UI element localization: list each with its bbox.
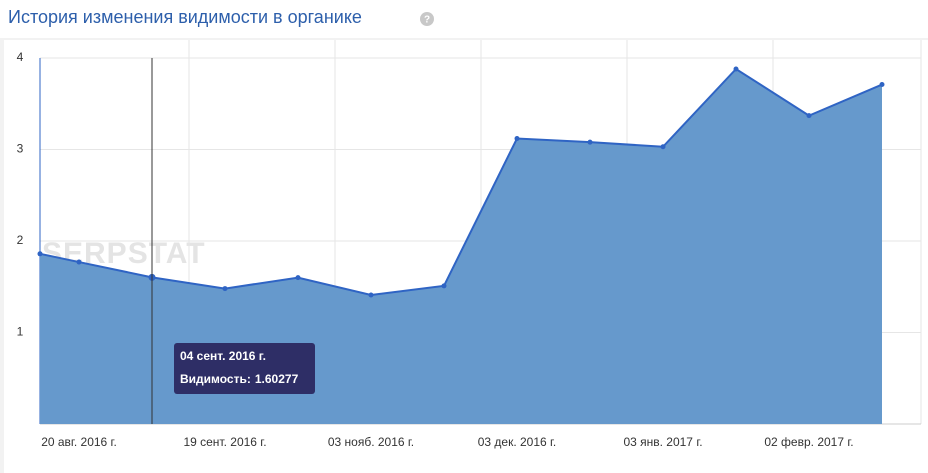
x-tick-label: 03 янв. 2017 г. [623, 435, 702, 449]
y-tick-label: 1 [17, 325, 24, 339]
header-bg [0, 0, 928, 38]
x-tick-label: 03 дек. 2016 г. [478, 435, 557, 449]
y-tick-label: 4 [17, 50, 24, 64]
point [660, 144, 666, 150]
point [222, 286, 228, 292]
tooltip-label: Видимость: [180, 372, 251, 386]
x-tick-label: 19 сент. 2016 г. [183, 435, 266, 449]
area [40, 68, 882, 424]
x-tick-label: 20 авг. 2016 г. [41, 435, 117, 449]
x-tick-label: 03 нояб. 2016 г. [328, 435, 414, 449]
point [733, 66, 739, 72]
tooltip-number: 1.60277 [255, 372, 299, 386]
y-tick-label: 2 [17, 233, 24, 247]
point [441, 283, 447, 289]
point [514, 136, 520, 142]
tooltip-bg [174, 343, 315, 394]
x-tick-label: 02 февр. 2017 г. [764, 435, 853, 449]
help-icon[interactable] [420, 12, 434, 26]
point [879, 82, 885, 88]
help-icon-text[interactable]: ? [424, 15, 430, 26]
point [587, 139, 593, 145]
point [76, 259, 82, 265]
point [295, 275, 301, 281]
chart-title: История изменения видимости в органике [8, 7, 362, 27]
point [37, 251, 43, 257]
y-tick-label: 3 [17, 142, 24, 156]
tooltip-value: Видимость: 1.60277 [180, 372, 299, 386]
point [806, 113, 812, 119]
tooltip-date: 04 сент. 2016 г. [180, 349, 266, 363]
point [368, 292, 374, 298]
